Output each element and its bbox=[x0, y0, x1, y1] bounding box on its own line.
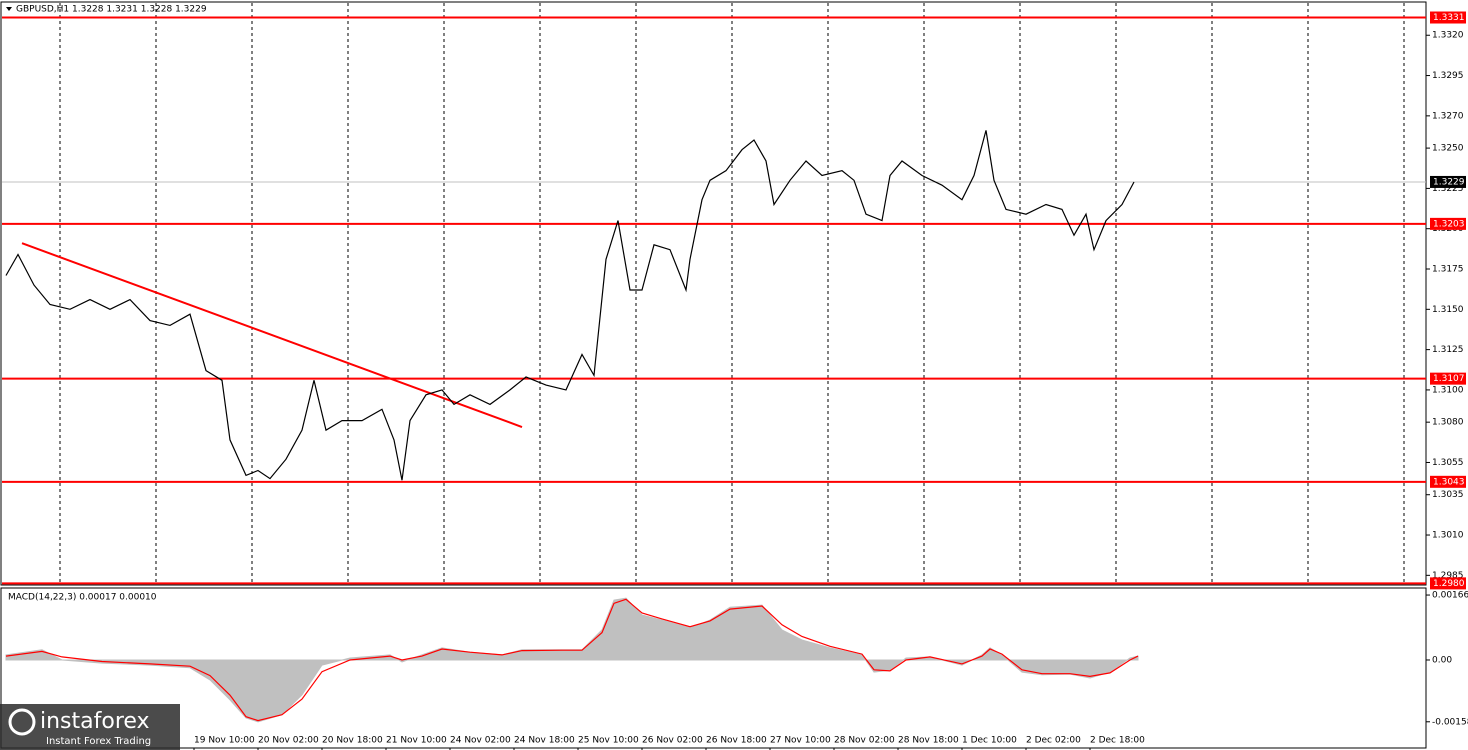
x-tick-label: 28 Nov 02:00 bbox=[834, 736, 895, 746]
level-label: 1.3107 bbox=[1433, 374, 1465, 384]
level-label-box bbox=[1430, 577, 1466, 590]
watermark-tagline: Instant Forex Trading bbox=[46, 736, 151, 747]
y-tick-label: 1.3080 bbox=[1432, 418, 1464, 428]
watermark-brand: instaforex bbox=[40, 709, 150, 734]
x-tick-label: 2 Dec 02:00 bbox=[1026, 736, 1081, 746]
menu-arrow[interactable] bbox=[6, 7, 12, 11]
y-tick-label: 1.3010 bbox=[1432, 531, 1464, 541]
x-tick-label: 19 Nov 10:00 bbox=[194, 736, 255, 746]
current-price-label: 1.3229 bbox=[1433, 177, 1465, 187]
level-label: 1.3331 bbox=[1433, 13, 1465, 23]
trendline bbox=[21, 242, 523, 428]
price-line bbox=[5, 130, 1135, 481]
macd-signal bbox=[5, 598, 1139, 722]
price-panel-frame bbox=[0, 1, 1427, 586]
y-tick-label: 0.00 bbox=[1432, 655, 1452, 665]
current-price-box bbox=[1430, 175, 1466, 188]
x-tick-label: 24 Nov 02:00 bbox=[450, 736, 511, 746]
y-tick-label: -0.00158 bbox=[1432, 717, 1468, 727]
y-tick-label: 1.3125 bbox=[1432, 345, 1464, 355]
macd-title: MACD(14,22,3) 0.00017 0.00010 bbox=[8, 593, 157, 603]
y-tick-label: 1.3225 bbox=[1432, 184, 1464, 194]
level-label: 1.3203 bbox=[1433, 219, 1465, 229]
x-tick-label: 21 Nov 10:00 bbox=[386, 736, 447, 746]
y-tick-label: 1.3270 bbox=[1432, 111, 1464, 121]
level-label: 1.2980 bbox=[1433, 579, 1465, 589]
x-tick-label: 27 Nov 10:00 bbox=[770, 736, 831, 746]
y-tick-label: 1.3055 bbox=[1432, 458, 1464, 468]
x-tick-label: 26 Nov 02:00 bbox=[642, 736, 703, 746]
y-tick-label: 1.3175 bbox=[1432, 265, 1464, 275]
x-tick-label: 26 Nov 18:00 bbox=[706, 736, 767, 746]
x-tick-label: 2 Dec 18:00 bbox=[1090, 736, 1145, 746]
x-tick-label: 20 Nov 18:00 bbox=[322, 736, 383, 746]
y-tick-label: 1.3295 bbox=[1432, 71, 1464, 81]
level-label-box bbox=[1430, 11, 1466, 24]
y-tick-label: 1.2985 bbox=[1432, 571, 1464, 581]
x-tick-label: 24 Nov 18:00 bbox=[514, 736, 575, 746]
level-label-box bbox=[1430, 372, 1466, 385]
x-tick-label: 20 Nov 02:00 bbox=[258, 736, 319, 746]
chart-title: GBPUSD,H1 1.3228 1.3231 1.3228 1.3229 bbox=[16, 5, 207, 15]
level-label-box bbox=[1430, 475, 1466, 488]
y-tick-label: 1.3320 bbox=[1432, 31, 1464, 41]
level-label-box bbox=[1430, 217, 1466, 230]
x-tick-label: 1 Dec 10:00 bbox=[962, 736, 1017, 746]
y-tick-label: 1.3150 bbox=[1432, 305, 1464, 315]
x-tick-label: 25 Nov 10:00 bbox=[578, 736, 639, 746]
y-tick-label: 1.3250 bbox=[1432, 144, 1464, 154]
macd-panel-frame bbox=[0, 587, 1427, 749]
y-tick-label: 1.3100 bbox=[1432, 385, 1464, 395]
y-tick-label: 1.3035 bbox=[1432, 490, 1464, 500]
x-tick-label: 28 Nov 18:00 bbox=[898, 736, 959, 746]
y-tick-label: 0.00166 bbox=[1432, 591, 1468, 601]
level-label: 1.3043 bbox=[1433, 477, 1465, 487]
watermark-logo bbox=[8, 708, 36, 736]
